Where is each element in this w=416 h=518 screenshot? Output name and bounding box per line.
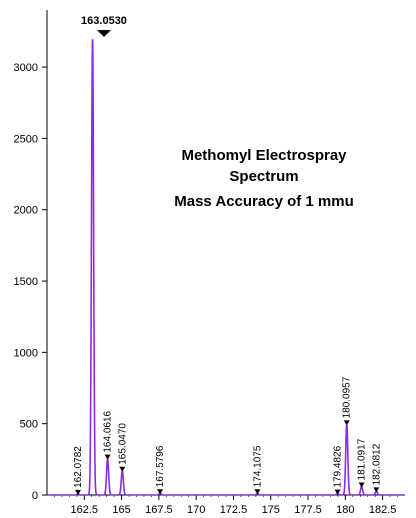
- spectrum-line: [47, 39, 405, 496]
- peak-label: 174.1075: [252, 445, 263, 487]
- peak-marker: [373, 487, 380, 493]
- y-tick-label: 2000: [14, 205, 38, 217]
- peak-marker: [343, 420, 350, 426]
- chart-annotation-line-3: Mass Accuracy of 1 mmu: [174, 193, 354, 210]
- y-tick-label: 2500: [14, 133, 38, 145]
- top-peak-marker: [97, 30, 111, 37]
- x-tick-label: 170: [187, 504, 205, 516]
- top-peak-label: 163.0530: [81, 15, 127, 27]
- peak-marker: [358, 482, 365, 488]
- y-tick-label: 500: [20, 419, 38, 431]
- peak-label: 180.0957: [342, 376, 353, 418]
- x-tick-label: 162.5: [71, 504, 99, 516]
- chart-annotation-line-1: Methomyl Electrospray: [181, 147, 347, 164]
- peak-marker: [74, 489, 81, 495]
- tick-labels: 0 500 1000 1500 2000 2500 3000 162.5 165 167.5 170…: [14, 62, 397, 516]
- peak-marker: [254, 489, 261, 495]
- x-tick-label: 165: [112, 504, 130, 516]
- peak-marker: [119, 466, 126, 472]
- peak-label: 179.4826: [333, 445, 344, 487]
- peak-marker: [157, 489, 164, 495]
- x-tick-label: 180: [336, 504, 354, 516]
- x-tick-label: 175: [262, 504, 280, 516]
- x-tick-label: 182.5: [369, 504, 397, 516]
- axes: [46, 10, 405, 496]
- y-tick-label: 1000: [14, 347, 38, 359]
- y-tick-label: 0: [32, 490, 38, 502]
- peak-label: 164.0616: [103, 410, 114, 452]
- peak-markers: [74, 420, 380, 495]
- peak-marker: [104, 454, 111, 460]
- y-tick-label: 3000: [14, 62, 38, 74]
- chart-annotation-line-2: Spectrum: [229, 168, 298, 185]
- x-tick-label: 167.5: [145, 504, 173, 516]
- x-tick-label: 172.5: [220, 504, 248, 516]
- peak-label: 181.0917: [357, 438, 368, 480]
- peak-label: 182.0812: [371, 443, 382, 485]
- peak-label: 165.0470: [117, 423, 128, 465]
- x-tick-label: 177.5: [294, 504, 322, 516]
- peak-label: 167.5796: [155, 445, 166, 487]
- peak-label: 162.0782: [73, 446, 84, 488]
- peak-labels: 162.0782 164.0616 165.0470 167.5796 174.1075…: [73, 376, 382, 488]
- y-tick-label: 1500: [14, 276, 38, 288]
- tick-marks: [42, 66, 398, 500]
- peak-marker: [334, 489, 341, 495]
